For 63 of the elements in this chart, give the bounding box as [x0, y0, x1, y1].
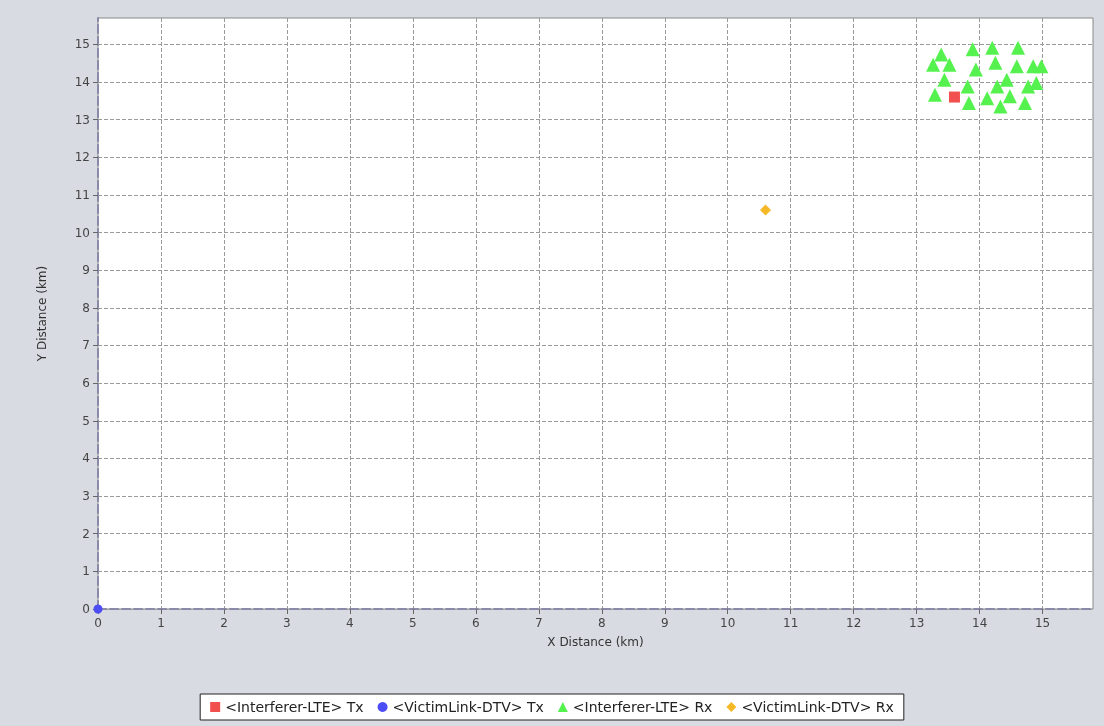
point	[760, 204, 772, 216]
point	[961, 96, 976, 111]
x-tick-label: 2	[220, 616, 228, 630]
x-tick-label: 10	[720, 616, 736, 630]
point	[926, 57, 941, 72]
point	[1029, 76, 1044, 91]
x-tick-label: 12	[846, 616, 862, 630]
y-tick-label: 2	[82, 526, 90, 541]
point	[960, 79, 975, 94]
x-tick-label: 14	[972, 616, 988, 630]
y-tick-label: 4	[82, 451, 90, 466]
x-tick-label: 9	[660, 616, 669, 630]
point	[942, 57, 957, 72]
x-tick-label: 7	[535, 616, 543, 630]
x-tick-label: 4	[346, 616, 354, 630]
point	[937, 72, 952, 87]
y-tick-label: 5	[82, 413, 90, 428]
y-tick-label: 1	[82, 564, 90, 579]
point	[948, 91, 960, 103]
point	[968, 62, 983, 77]
point	[1011, 40, 1026, 55]
point	[988, 55, 1003, 70]
x-tick-label: 1	[157, 616, 165, 630]
x-tick-label: 8	[597, 616, 606, 630]
point	[1002, 89, 1017, 104]
y-tick-label: 15	[74, 37, 90, 52]
y-tick-label: 13	[74, 112, 90, 127]
legend-label: <Interferer-LTE> Tx	[225, 699, 364, 715]
y-tick-label: 9	[82, 263, 90, 278]
point	[934, 47, 949, 62]
point	[1017, 96, 1032, 111]
legend-label: <Interferer-LTE> Rx	[572, 699, 713, 715]
y-tick-label: 6	[82, 376, 90, 391]
y-tick-label: 0	[82, 602, 90, 616]
point	[927, 87, 942, 102]
x-tick-label: 15	[1034, 616, 1051, 630]
legend-label: <VictimLink-DTV> Rx	[741, 699, 894, 715]
y-tick-label: 10	[74, 225, 90, 240]
point	[965, 42, 980, 57]
x-tick-label: 0	[94, 616, 102, 630]
x-tick-label: 3	[283, 616, 291, 630]
point	[999, 72, 1014, 87]
x-axis-title: X Distance (km)	[547, 635, 644, 649]
y-tick-label: 12	[74, 150, 90, 165]
point	[985, 40, 1000, 55]
legend-label: <VictimLink-DTV> Tx	[392, 699, 544, 715]
y-tick-label: 3	[82, 489, 90, 504]
x-tick-label: 13	[909, 616, 925, 630]
x-tick-label: 11	[783, 616, 799, 630]
point	[1021, 79, 1036, 94]
y-tick-label: 7	[82, 338, 90, 353]
y-axis-title: Y Distance (km)	[35, 265, 49, 363]
y-tick-label: 14	[74, 74, 90, 89]
point	[990, 79, 1005, 94]
point	[980, 91, 995, 106]
y-tick-label: 11	[74, 187, 90, 202]
x-tick-label: 6	[472, 616, 480, 630]
y-tick-label: 8	[82, 300, 90, 315]
point	[1034, 59, 1049, 74]
x-tick-label: 5	[409, 616, 417, 630]
point	[1009, 59, 1024, 74]
point	[993, 99, 1008, 114]
point	[93, 604, 103, 614]
